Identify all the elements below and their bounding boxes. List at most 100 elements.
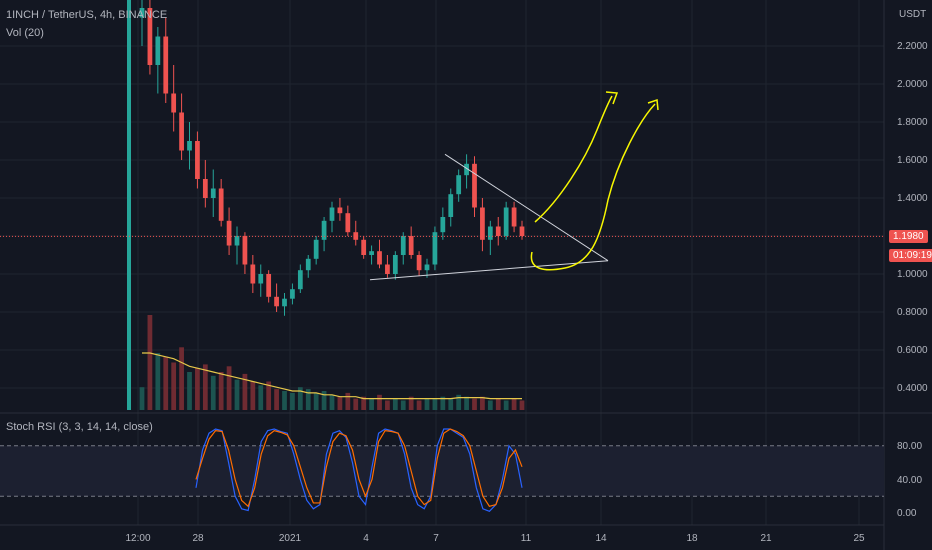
- volume-bar-18: [282, 391, 287, 410]
- volume-bar-47: [511, 398, 517, 410]
- currency-label[interactable]: USDT: [899, 9, 927, 20]
- volume-bar-8: [202, 364, 208, 410]
- volume-ma-line: [142, 352, 522, 400]
- candle-body-0: [139, 8, 145, 18]
- volume-bar-4: [171, 362, 177, 410]
- volume-bar-9: [210, 375, 216, 410]
- volume-legend[interactable]: Vol (20): [6, 27, 44, 39]
- candle-body-47: [511, 207, 517, 227]
- time-tick-5: 11: [521, 533, 532, 544]
- volume-bar-33: [400, 400, 406, 410]
- volume-bar-43: [480, 396, 485, 410]
- candle-body-13: [242, 236, 248, 265]
- volume-bar-45: [495, 398, 501, 410]
- candle-body-10: [218, 188, 224, 221]
- candle-body-25: [337, 207, 343, 214]
- volume-bar-13: [242, 373, 248, 410]
- candle-body-27: [353, 232, 359, 240]
- candle-body-18: [282, 298, 287, 307]
- volume-bar-38: [440, 396, 446, 410]
- symbol-legend[interactable]: 1INCH / TetherUS, 4h, BINANCE: [6, 9, 168, 21]
- candle-body-34: [408, 236, 414, 255]
- volume-bar-42: [472, 398, 477, 410]
- volume-bar-21: [305, 389, 311, 410]
- price-tick-0: 2.2000: [897, 41, 928, 52]
- price-tick-9: 0.4000: [897, 383, 928, 394]
- price-tick-8: 0.6000: [897, 345, 928, 356]
- volume-bar-5: [179, 347, 184, 410]
- candle-body-14: [250, 264, 256, 284]
- stoch-rsi-legend[interactable]: Stoch RSI (3, 3, 14, 14, close): [6, 421, 153, 433]
- volume-bar-20: [297, 387, 303, 410]
- time-tick-3: 4: [363, 533, 369, 544]
- stoch-tick-1: 40.00: [897, 475, 922, 486]
- candle-body-43: [480, 207, 485, 240]
- candle-body-16: [266, 274, 272, 297]
- candle-body-17: [274, 296, 279, 307]
- volume-bar-36: [424, 398, 430, 410]
- candle-body-21: [305, 258, 311, 271]
- candle-body-19: [290, 289, 295, 299]
- candle-body-28: [361, 239, 367, 255]
- candle-body-46: [503, 207, 509, 236]
- volume-bar-26: [345, 392, 351, 410]
- price-tick-7: 0.8000: [897, 307, 928, 318]
- candle-body-42: [472, 163, 477, 208]
- volume-bar-41: [464, 396, 469, 410]
- volume-bar-40: [456, 394, 462, 410]
- candle-body-6: [187, 141, 192, 151]
- price-tick-2: 1.8000: [897, 117, 928, 128]
- volume-bar-29: [369, 398, 374, 410]
- price-tick-3: 1.6000: [897, 155, 928, 166]
- candle-body-26: [345, 213, 351, 233]
- countdown-tag: 01:09:19: [889, 249, 932, 262]
- volume-bar-14: [250, 381, 256, 410]
- volume-bar-39: [448, 398, 454, 410]
- volume-bar-22: [313, 392, 319, 410]
- candle-body-40: [456, 175, 462, 195]
- volume-bar-17: [274, 389, 279, 410]
- candle-body-1: [147, 8, 153, 65]
- volume-bar-35: [416, 400, 422, 410]
- volume-bar-11: [226, 366, 232, 410]
- volume-bar-2: [155, 353, 161, 410]
- volume-bar-16: [266, 381, 272, 410]
- last-price-tag: 1.1980: [889, 230, 928, 243]
- volume-bar-1: [147, 315, 153, 410]
- candle-body-33: [400, 236, 406, 255]
- volume-bar-3: [163, 356, 169, 410]
- volume-bar-37: [432, 398, 438, 410]
- candle-body-9: [210, 188, 216, 198]
- volume-bar-46: [503, 400, 509, 410]
- price-tick-1: 2.0000: [897, 79, 928, 90]
- time-tick-7: 18: [686, 533, 698, 544]
- volume-bar-48: [519, 400, 525, 410]
- breakout-arrowhead-lower: [647, 98, 659, 111]
- triangle-lower-line: [369, 260, 609, 281]
- candle-body-48: [519, 226, 525, 236]
- volume-bar-44: [487, 400, 493, 410]
- volume-bar-19: [290, 392, 295, 410]
- candle-body-35: [416, 255, 422, 271]
- candle-body-22: [313, 239, 319, 259]
- candle-body-32: [392, 255, 398, 274]
- candle-body-37: [432, 232, 438, 265]
- candle-body-39: [448, 194, 454, 217]
- stoch-band: [0, 445, 884, 497]
- candle-body-30: [377, 251, 382, 265]
- breakout-arrow-upper: [534, 95, 613, 223]
- candle-body-38: [440, 217, 446, 233]
- breakout-arrow-lower: [530, 103, 656, 271]
- breakout-arrowhead-upper: [605, 91, 619, 105]
- volume-bar-25: [337, 396, 343, 410]
- candle-body-45: [495, 226, 501, 236]
- candle-body-41: [464, 163, 469, 176]
- volume-bar-15: [258, 385, 264, 410]
- volume-bar-27: [353, 398, 359, 410]
- price-tick-4: 1.4000: [897, 193, 928, 204]
- time-tick-2: 2021: [279, 533, 302, 544]
- stoch-tick-2: 0.00: [897, 508, 917, 519]
- time-tick-4: 7: [433, 533, 439, 544]
